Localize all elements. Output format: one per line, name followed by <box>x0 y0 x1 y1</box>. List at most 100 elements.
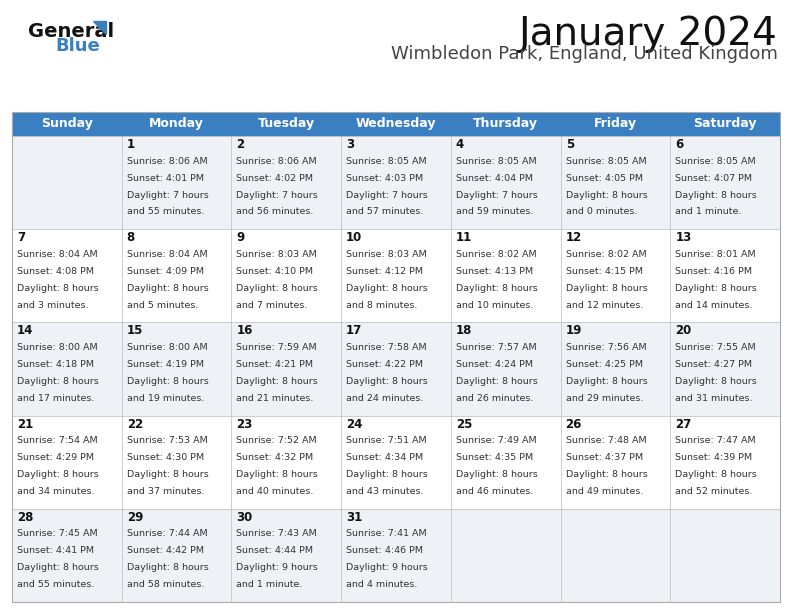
Text: and 55 minutes.: and 55 minutes. <box>127 207 204 217</box>
Text: Sunrise: 8:05 AM: Sunrise: 8:05 AM <box>456 157 536 166</box>
Text: Sunset: 4:27 PM: Sunset: 4:27 PM <box>676 360 752 369</box>
Text: Sunday: Sunday <box>41 118 93 130</box>
Text: 22: 22 <box>127 417 143 431</box>
Bar <box>561 230 670 323</box>
Text: Sunset: 4:09 PM: Sunset: 4:09 PM <box>127 267 204 276</box>
Text: Sunset: 4:24 PM: Sunset: 4:24 PM <box>456 360 533 369</box>
Text: Sunrise: 8:06 AM: Sunrise: 8:06 AM <box>127 157 208 166</box>
Bar <box>341 230 451 323</box>
Bar <box>341 136 451 230</box>
Text: Sunrise: 8:05 AM: Sunrise: 8:05 AM <box>676 157 756 166</box>
Text: and 17 minutes.: and 17 minutes. <box>17 394 94 403</box>
Text: and 12 minutes.: and 12 minutes. <box>565 300 643 310</box>
Text: and 56 minutes.: and 56 minutes. <box>237 207 314 217</box>
Bar <box>12 323 122 416</box>
Text: Sunrise: 8:03 AM: Sunrise: 8:03 AM <box>346 250 427 259</box>
Text: Daylight: 8 hours: Daylight: 8 hours <box>17 284 99 293</box>
Text: 13: 13 <box>676 231 691 244</box>
Text: Daylight: 8 hours: Daylight: 8 hours <box>456 470 538 479</box>
Bar <box>670 416 780 509</box>
Text: Sunset: 4:25 PM: Sunset: 4:25 PM <box>565 360 642 369</box>
Text: Sunset: 4:08 PM: Sunset: 4:08 PM <box>17 267 94 276</box>
Text: Daylight: 8 hours: Daylight: 8 hours <box>127 377 208 386</box>
Text: January 2024: January 2024 <box>520 15 778 53</box>
Bar <box>231 509 341 602</box>
Bar <box>451 323 561 416</box>
Text: 12: 12 <box>565 231 582 244</box>
Text: Sunset: 4:13 PM: Sunset: 4:13 PM <box>456 267 533 276</box>
Text: and 52 minutes.: and 52 minutes. <box>676 487 752 496</box>
Text: and 46 minutes.: and 46 minutes. <box>456 487 533 496</box>
Text: Sunrise: 8:03 AM: Sunrise: 8:03 AM <box>237 250 317 259</box>
Text: Friday: Friday <box>594 118 637 130</box>
Text: and 19 minutes.: and 19 minutes. <box>127 394 204 403</box>
Text: Sunset: 4:44 PM: Sunset: 4:44 PM <box>237 547 314 555</box>
Text: and 8 minutes.: and 8 minutes. <box>346 300 417 310</box>
Text: Sunset: 4:34 PM: Sunset: 4:34 PM <box>346 453 423 462</box>
Text: Sunset: 4:10 PM: Sunset: 4:10 PM <box>237 267 314 276</box>
Text: and 10 minutes.: and 10 minutes. <box>456 300 533 310</box>
Text: and 58 minutes.: and 58 minutes. <box>127 580 204 589</box>
Text: Sunset: 4:04 PM: Sunset: 4:04 PM <box>456 174 533 182</box>
Text: Daylight: 8 hours: Daylight: 8 hours <box>17 377 99 386</box>
Text: Sunrise: 7:59 AM: Sunrise: 7:59 AM <box>237 343 317 352</box>
Text: Sunset: 4:16 PM: Sunset: 4:16 PM <box>676 267 752 276</box>
Text: Daylight: 8 hours: Daylight: 8 hours <box>17 470 99 479</box>
Text: Sunrise: 8:04 AM: Sunrise: 8:04 AM <box>17 250 97 259</box>
Text: Daylight: 7 hours: Daylight: 7 hours <box>346 190 428 200</box>
Bar <box>451 416 561 509</box>
Text: and 49 minutes.: and 49 minutes. <box>565 487 643 496</box>
Text: Daylight: 7 hours: Daylight: 7 hours <box>456 190 538 200</box>
Bar <box>122 509 231 602</box>
Text: Wednesday: Wednesday <box>356 118 436 130</box>
Text: Sunrise: 7:45 AM: Sunrise: 7:45 AM <box>17 529 97 539</box>
Text: Sunset: 4:02 PM: Sunset: 4:02 PM <box>237 174 314 182</box>
Text: Daylight: 8 hours: Daylight: 8 hours <box>676 190 757 200</box>
Text: 27: 27 <box>676 417 691 431</box>
Text: and 26 minutes.: and 26 minutes. <box>456 394 533 403</box>
Bar <box>341 509 451 602</box>
Text: Daylight: 8 hours: Daylight: 8 hours <box>565 284 647 293</box>
Text: Sunset: 4:30 PM: Sunset: 4:30 PM <box>127 453 204 462</box>
Bar <box>122 323 231 416</box>
Text: 23: 23 <box>237 417 253 431</box>
Text: 7: 7 <box>17 231 25 244</box>
Text: and 40 minutes.: and 40 minutes. <box>237 487 314 496</box>
Bar <box>451 230 561 323</box>
Text: 8: 8 <box>127 231 135 244</box>
Text: Daylight: 8 hours: Daylight: 8 hours <box>456 377 538 386</box>
Text: Sunset: 4:42 PM: Sunset: 4:42 PM <box>127 547 204 555</box>
Text: Sunset: 4:46 PM: Sunset: 4:46 PM <box>346 547 423 555</box>
Text: Sunset: 4:15 PM: Sunset: 4:15 PM <box>565 267 642 276</box>
Text: Daylight: 8 hours: Daylight: 8 hours <box>676 284 757 293</box>
Text: Sunrise: 8:00 AM: Sunrise: 8:00 AM <box>127 343 208 352</box>
Bar <box>231 323 341 416</box>
Text: 21: 21 <box>17 417 33 431</box>
Text: Sunrise: 7:43 AM: Sunrise: 7:43 AM <box>237 529 317 539</box>
Bar <box>122 416 231 509</box>
Bar <box>122 230 231 323</box>
Bar <box>12 416 122 509</box>
Text: and 5 minutes.: and 5 minutes. <box>127 300 198 310</box>
Bar <box>12 112 780 602</box>
Text: and 57 minutes.: and 57 minutes. <box>346 207 424 217</box>
Text: 6: 6 <box>676 138 683 151</box>
Text: Sunrise: 7:56 AM: Sunrise: 7:56 AM <box>565 343 646 352</box>
Text: 5: 5 <box>565 138 574 151</box>
Text: 29: 29 <box>127 511 143 524</box>
Text: 17: 17 <box>346 324 363 337</box>
Bar <box>451 509 561 602</box>
Text: Monday: Monday <box>149 118 204 130</box>
Text: Daylight: 8 hours: Daylight: 8 hours <box>237 470 318 479</box>
Text: Sunrise: 8:04 AM: Sunrise: 8:04 AM <box>127 250 208 259</box>
Text: Daylight: 8 hours: Daylight: 8 hours <box>127 284 208 293</box>
Bar <box>561 416 670 509</box>
Text: 20: 20 <box>676 324 691 337</box>
Bar <box>451 136 561 230</box>
Text: and 0 minutes.: and 0 minutes. <box>565 207 637 217</box>
Text: and 1 minute.: and 1 minute. <box>676 207 741 217</box>
Text: Sunset: 4:03 PM: Sunset: 4:03 PM <box>346 174 423 182</box>
Text: Sunrise: 7:44 AM: Sunrise: 7:44 AM <box>127 529 208 539</box>
Text: Thursday: Thursday <box>473 118 539 130</box>
Text: 19: 19 <box>565 324 582 337</box>
